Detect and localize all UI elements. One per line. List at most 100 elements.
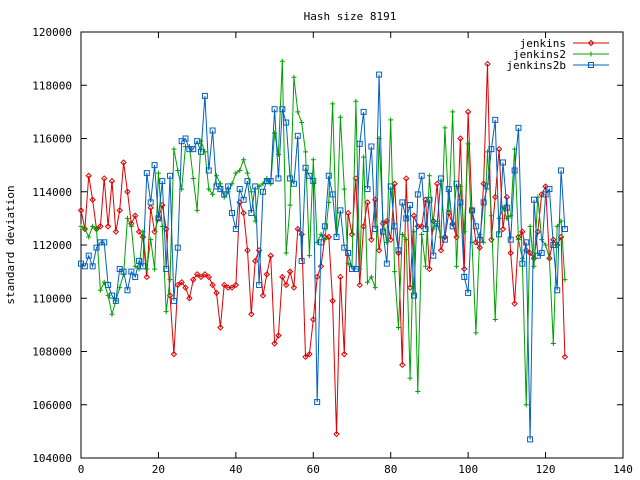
data-point-jenkins2b [426,196,433,203]
data-point-jenkins2b [519,260,526,267]
data-point-jenkins2b [418,172,425,179]
data-point-jenkins2 [550,341,556,347]
data-point-jenkins2 [303,149,309,155]
data-point-jenkins2 [426,173,432,179]
data-point-jenkins2 [450,109,456,115]
data-point-jenkins2 [152,266,158,272]
data-point-jenkins2b [395,247,402,254]
data-point-jenkins2 [291,74,297,80]
data-point-jenkins [310,316,317,323]
data-point-jenkins [302,353,309,361]
data-point-jenkins [213,289,220,297]
y-tick-label: 112000 [32,239,72,252]
data-point-jenkins2b [507,236,514,243]
data-point-jenkins2 [454,263,460,269]
data-point-jenkins [259,292,267,299]
data-point-jenkins2b [132,273,139,280]
legend-marker-jenkins2b [588,62,594,68]
data-point-jenkins2b [476,236,483,243]
data-point-jenkins2 [415,388,421,394]
series-jenkins2b [78,71,568,443]
data-point-jenkins2b [410,292,417,299]
data-point-jenkins2 [206,186,212,192]
data-point-jenkins2 [132,263,138,269]
data-point-jenkins2b [267,178,274,185]
y-axis-label: standard deviation [4,185,17,304]
data-point-jenkins2b [542,191,549,198]
data-point-jenkins2 [117,285,123,291]
data-point-jenkins2 [523,402,529,408]
data-point-jenkins2 [384,239,390,245]
axes: 104000 106000 108000 110000 112000 114000 1160… [32,26,633,476]
data-point-jenkins [511,300,518,307]
data-point-jenkins [108,177,116,185]
data-point-jenkins2 [283,250,289,256]
data-point-jenkins2b [511,167,518,174]
data-point-jenkins2b [294,132,301,139]
data-point-jenkins2b [325,172,332,179]
data-point-jenkins2 [515,237,521,243]
y-tick-label: 108000 [32,346,72,359]
data-point-jenkins2b [147,199,154,206]
data-point-jenkins2b [318,239,325,246]
data-point-jenkins2b [387,183,394,190]
data-point-jenkins2b [469,207,476,214]
data-point-jenkins [244,247,251,254]
data-point-jenkins2b [252,183,259,190]
data-point-jenkins2b [329,191,336,198]
data-point-jenkins2b [352,265,359,272]
data-point-jenkins2b [225,183,232,190]
data-point-jenkins2 [93,226,99,232]
data-point-jenkins2 [531,263,537,269]
data-point-jenkins [217,324,224,331]
data-point-jenkins2b [364,186,371,193]
data-point-jenkins2b [337,207,344,214]
data-point-jenkins2b [217,186,224,193]
data-point-jenkins2b [314,399,321,406]
data-point-jenkins [209,281,216,289]
data-point-jenkins2 [310,157,316,163]
data-point-jenkins2b [306,172,313,179]
data-point-jenkins [282,281,290,289]
data-point-jenkins2b [530,196,537,203]
data-point-jenkins [399,361,406,369]
data-point-jenkins2b [101,239,108,246]
x-tick-label: 60 [307,463,320,476]
data-point-jenkins [248,311,255,318]
y-tick-label: 114000 [32,186,72,199]
data-point-jenkins2b [484,183,491,190]
data-point-jenkins2 [492,317,498,323]
data-point-jenkins2b [499,159,506,166]
data-point-jenkins2 [214,173,219,179]
chart-title: Hash size 8191 [304,10,397,23]
data-point-jenkins [317,263,325,270]
legend-marker-jenkins2 [588,51,594,57]
data-point-jenkins2b [310,178,317,185]
data-point-jenkins2b [434,220,441,227]
data-point-jenkins2 [233,170,239,176]
data-point-jenkins [457,135,464,142]
data-point-jenkins2b [259,188,266,195]
data-point-jenkins2b [190,146,197,153]
data-point-jenkins2b [139,263,146,270]
data-point-jenkins2b [449,223,456,230]
data-point-jenkins2b [492,116,499,123]
data-point-jenkins2b [182,135,189,142]
data-point-jenkins [333,430,340,438]
x-tick-label: 20 [152,463,165,476]
data-point-jenkins2b [383,260,390,267]
data-point-jenkins2b [461,273,468,280]
data-point-jenkins2b [256,281,263,288]
data-point-jenkins [395,249,402,257]
y-tick-label: 110000 [32,292,72,305]
data-point-jenkins [228,284,236,291]
data-point-jenkins [492,193,499,201]
data-point-jenkins2 [148,237,154,243]
data-point-jenkins2 [155,170,161,176]
data-point-jenkins2b [356,140,363,147]
data-point-jenkins2b [422,226,429,233]
data-point-jenkins [97,223,104,230]
data-point-jenkins2 [167,277,173,283]
